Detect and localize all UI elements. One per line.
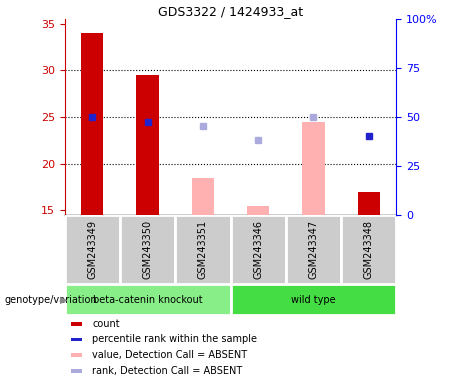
Bar (71, 369, 82, 372)
Bar (358, 192, 380, 215)
Bar (230, 215, 286, 284)
Bar (71, 338, 82, 341)
Text: percentile rank within the sample: percentile rank within the sample (92, 334, 257, 344)
Text: GSM243347: GSM243347 (308, 220, 319, 279)
Text: genotype/variation: genotype/variation (5, 295, 97, 305)
Bar (286, 215, 341, 284)
Text: count: count (92, 319, 120, 329)
Bar (230, 284, 396, 315)
Bar (120, 215, 175, 284)
Bar (65, 215, 120, 284)
Text: GSM243349: GSM243349 (87, 220, 97, 279)
Text: ▶: ▶ (60, 295, 67, 305)
Text: GSM243351: GSM243351 (198, 220, 208, 279)
Bar (71, 322, 82, 326)
Bar (192, 178, 214, 215)
Text: GSM243350: GSM243350 (142, 220, 153, 279)
Bar (136, 75, 159, 215)
Bar (65, 284, 230, 315)
Text: beta-catenin knockout: beta-catenin knockout (93, 295, 202, 305)
Text: rank, Detection Call = ABSENT: rank, Detection Call = ABSENT (92, 366, 242, 376)
Bar (341, 215, 396, 284)
Text: GSM243348: GSM243348 (364, 220, 374, 279)
Bar (175, 215, 230, 284)
Bar (247, 206, 269, 215)
Title: GDS3322 / 1424933_at: GDS3322 / 1424933_at (158, 5, 303, 18)
Bar (71, 353, 82, 357)
Bar (302, 122, 325, 215)
Text: wild type: wild type (291, 295, 336, 305)
Bar (81, 33, 103, 215)
Text: GSM243346: GSM243346 (253, 220, 263, 279)
Text: value, Detection Call = ABSENT: value, Detection Call = ABSENT (92, 350, 247, 360)
